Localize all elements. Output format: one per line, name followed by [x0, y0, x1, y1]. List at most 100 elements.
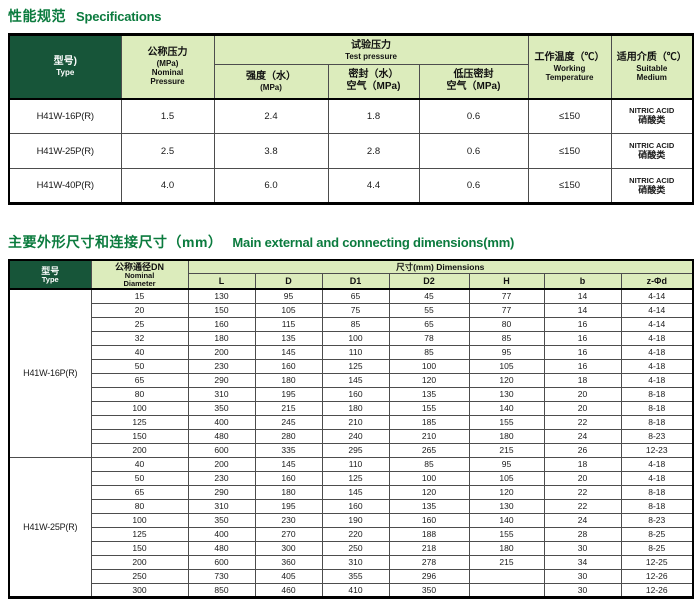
- H-cell: 155: [468, 526, 545, 542]
- dim-table-row: 200 600 360 310 278 215 34 12-25: [9, 554, 694, 570]
- spec-col-header-working-temperature: 工作温度（℃） Working Temperature: [527, 34, 612, 99]
- H-cell: 155: [468, 414, 545, 430]
- L-cell: 600: [187, 442, 256, 458]
- seal-cell: 1.8: [327, 98, 420, 134]
- D-cell: 95: [254, 288, 323, 304]
- dims-title-en: Main external and connecting dimensions(…: [232, 235, 515, 250]
- model-group-cell: H41W-16P(R): [8, 288, 92, 458]
- L-cell: 290: [187, 372, 256, 388]
- H-cell: 105: [468, 470, 545, 486]
- D2-cell: 135: [388, 386, 470, 402]
- zOd-cell: 4-14: [620, 302, 694, 318]
- D-cell: 215: [254, 400, 323, 416]
- suitable-medium-cell: NITRIC ACID 硝酸类: [610, 98, 694, 134]
- nominal-pressure-cell: 2.5: [120, 133, 215, 169]
- zOd-cell: 8-25: [620, 540, 694, 556]
- dim-table-row: 50 230 160 125 100 105 16 4-18: [9, 358, 694, 374]
- header-line: Medium: [636, 72, 667, 82]
- spec-title-zh: 性能规范: [8, 8, 66, 24]
- dim-header-row-2: L D D1 D2 H b z-Φd: [9, 272, 694, 290]
- seal-cell: 4.4: [327, 168, 420, 204]
- zOd-cell: 4-18: [620, 344, 694, 360]
- low-pressure-seal-cell: 0.6: [418, 98, 529, 134]
- b-cell: 20: [543, 400, 622, 416]
- header-line: Suitable: [636, 63, 668, 73]
- D-cell: 300: [254, 540, 323, 556]
- zOd-cell: 4-18: [620, 358, 694, 374]
- dim-table-row: 250 730 405 355 296 30 12-26: [9, 568, 694, 584]
- D1-cell: 125: [321, 358, 390, 374]
- D-cell: 245: [254, 414, 323, 430]
- dim-table-row: 125 400 270 220 188 155 28 8-25: [9, 526, 694, 542]
- spec-table-header: 型号) Type 公称压力 (MPa) Nominal Pressure 试验压…: [8, 34, 694, 99]
- D2-cell: 45: [388, 288, 470, 304]
- spec-table: 型号) Type 公称压力 (MPa) Nominal Pressure 试验压…: [8, 33, 694, 205]
- L-cell: 200: [187, 456, 256, 472]
- D1-cell: 310: [321, 554, 390, 570]
- D2-cell: 55: [388, 302, 470, 318]
- D2-cell: 135: [388, 498, 470, 514]
- header-line: (MPa): [156, 59, 179, 69]
- D1-cell: 295: [321, 442, 390, 458]
- b-cell: 30: [543, 540, 622, 556]
- spec-col-header-nominal-pressure: 公称压力 (MPa) Nominal Pressure: [120, 34, 215, 99]
- D-cell: 195: [254, 498, 323, 514]
- header-line: 型号: [41, 265, 60, 276]
- D1-cell: 160: [321, 386, 390, 402]
- D1-cell: 110: [321, 456, 390, 472]
- D-cell: 135: [254, 330, 323, 346]
- D2-cell: 120: [388, 372, 470, 388]
- dim-table-row: 125 400 245 210 185 155 22 8-18: [9, 414, 694, 430]
- strength-cell: 6.0: [213, 168, 329, 204]
- dn-cell: 25: [90, 316, 189, 332]
- dn-cell: 100: [90, 512, 189, 528]
- zOd-cell: 12-25: [620, 554, 694, 570]
- L-cell: 230: [187, 358, 256, 374]
- model-cell: H41W-16P(R): [8, 98, 122, 134]
- medium-en-line: NITRIC ACID: [629, 141, 675, 150]
- zOd-cell: 8-23: [620, 512, 694, 528]
- dn-cell: 125: [90, 414, 189, 430]
- D-cell: 405: [254, 568, 323, 584]
- L-cell: 180: [187, 330, 256, 346]
- spec-col-header-seal-water-air: 密封（水） 空气（MPa): [327, 64, 420, 99]
- dim-table-row: 40 200 145 110 85 95 16 4-18: [9, 344, 694, 360]
- medium-zh-line: 硝酸类: [638, 115, 666, 126]
- L-cell: 130: [187, 288, 256, 304]
- D-cell: 230: [254, 512, 323, 528]
- D-cell: 115: [254, 316, 323, 332]
- dn-cell: 50: [90, 470, 189, 486]
- zOd-cell: 8-18: [620, 498, 694, 514]
- D2-cell: 188: [388, 526, 470, 542]
- H-cell: [468, 568, 545, 584]
- D1-cell: 145: [321, 484, 390, 500]
- L-cell: 230: [187, 470, 256, 486]
- dim-col-header-zOd: z-Φd: [620, 272, 694, 290]
- zOd-cell: 12-26: [620, 582, 694, 598]
- H-cell: 140: [468, 512, 545, 528]
- D-cell: 105: [254, 302, 323, 318]
- D1-cell: 110: [321, 344, 390, 360]
- D2-cell: 218: [388, 540, 470, 556]
- L-cell: 350: [187, 400, 256, 416]
- b-cell: 18: [543, 456, 622, 472]
- dn-cell: 40: [90, 456, 189, 472]
- b-cell: 26: [543, 442, 622, 458]
- L-cell: 480: [187, 540, 256, 556]
- L-cell: 600: [187, 554, 256, 570]
- zOd-cell: 4-14: [620, 316, 694, 332]
- header-line: 工作温度（℃）: [534, 51, 605, 63]
- dim-table-row: H41W-25P(R) 40 200 145 110 85 95 18 4-18: [8, 456, 694, 598]
- dn-cell: 150: [90, 540, 189, 556]
- dn-cell: 100: [90, 400, 189, 416]
- D1-cell: 125: [321, 470, 390, 486]
- dn-cell: 65: [90, 372, 189, 388]
- dim-table-row: 80 310 195 160 135 130 22 8-18: [9, 498, 694, 514]
- dim-col-header-nominal-diameter: 公称通径DN Nominal Diameter: [90, 259, 189, 290]
- dn-cell: 40: [90, 344, 189, 360]
- H-cell: 85: [468, 330, 545, 346]
- dim-col-header-L: L: [187, 272, 256, 290]
- H-cell: 215: [468, 442, 545, 458]
- D-cell: 160: [254, 470, 323, 486]
- D2-cell: 350: [388, 582, 470, 598]
